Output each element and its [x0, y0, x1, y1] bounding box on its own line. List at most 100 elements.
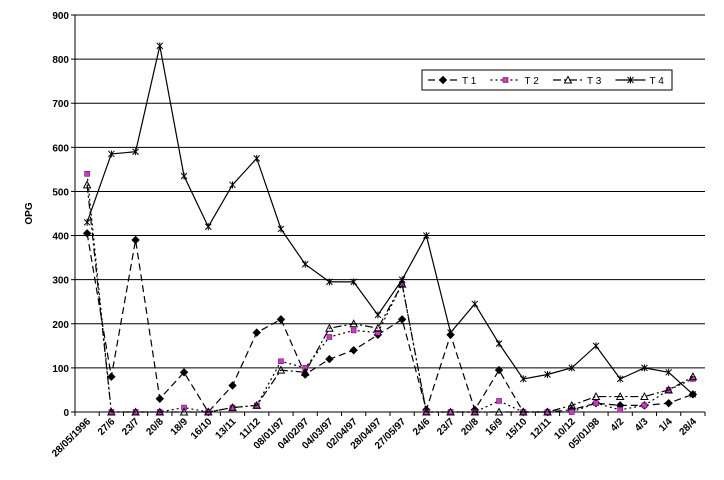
legend-marker — [502, 77, 509, 83]
data-point — [397, 315, 407, 324]
data-point — [446, 407, 455, 416]
data-point — [374, 311, 382, 319]
data-point — [422, 232, 430, 240]
data-point — [155, 407, 165, 416]
series-t3 — [82, 180, 698, 416]
data-point — [132, 148, 139, 156]
data-point — [155, 394, 165, 403]
legend-marker — [438, 75, 448, 85]
data-point — [373, 323, 383, 332]
data-point — [300, 367, 310, 376]
x-ticks: 28/05/1996 27/6 23/7 20/8 18/916/10 13/11 11/1… — [50, 412, 706, 460]
data-point — [470, 407, 480, 416]
data-point — [180, 172, 188, 180]
y-tick-label: 300 — [52, 276, 69, 287]
data-point — [615, 392, 625, 401]
y-tick-label: 500 — [52, 187, 69, 198]
x-tick-label: 15/10 — [504, 416, 530, 442]
x-tick-label: 28/4 — [677, 416, 699, 438]
data-point — [664, 385, 673, 394]
x-tick-label: 16/10 — [189, 416, 215, 442]
x-tick-label: 20/8 — [459, 416, 481, 438]
data-point — [203, 407, 213, 416]
data-point — [252, 328, 261, 337]
data-point — [179, 368, 189, 377]
data-point — [616, 375, 624, 383]
data-point — [350, 327, 357, 334]
data-point — [665, 368, 673, 376]
data-point — [326, 278, 333, 286]
x-tick-label: 4/3 — [633, 416, 651, 434]
data-point — [278, 358, 284, 365]
data-point — [591, 392, 601, 401]
data-point — [519, 375, 527, 383]
data-point — [82, 229, 92, 238]
data-point — [664, 398, 673, 408]
x-tick-label: 13/11 — [214, 416, 239, 441]
x-tick-label: 27/6 — [96, 416, 118, 438]
data-point — [228, 403, 237, 412]
data-point — [349, 319, 358, 328]
data-point — [397, 279, 407, 288]
data-point — [640, 392, 649, 401]
data-point — [156, 42, 164, 50]
x-tick-label: 16/9 — [484, 416, 506, 438]
y-tick-label: 800 — [52, 55, 69, 66]
data-point — [641, 402, 648, 409]
data-point — [592, 342, 600, 350]
x-tick-label: 18/9 — [169, 416, 191, 438]
series-line — [86, 45, 694, 395]
data-point — [543, 407, 552, 416]
x-tick-label: 24/6 — [411, 416, 433, 438]
legend-box — [421, 69, 673, 91]
data-point — [690, 376, 696, 382]
data-point — [107, 372, 116, 381]
data-point — [83, 218, 91, 226]
x-tick-label: 20/8 — [144, 416, 166, 438]
data-point — [326, 334, 333, 340]
x-tick-label: 23/7 — [435, 416, 457, 438]
x-tick-label: 4/2 — [609, 416, 627, 434]
data-point — [131, 235, 140, 245]
y-tick-label: 0 — [63, 408, 69, 419]
legend-label: T 1 — [462, 76, 477, 87]
data-point — [641, 364, 648, 372]
data-point — [568, 409, 575, 415]
data-point — [204, 223, 212, 231]
data-point — [617, 406, 623, 413]
data-point — [494, 365, 504, 375]
x-tick-label: 23/7 — [120, 416, 142, 438]
data-point — [276, 365, 286, 374]
data-point — [568, 364, 576, 372]
legend: T 1 T 2 T 3 T 4 — [421, 69, 673, 91]
data-point — [422, 407, 431, 416]
legend-marker — [563, 75, 573, 84]
data-point — [494, 407, 504, 416]
data-point — [689, 390, 697, 398]
data-point — [398, 276, 406, 284]
data-point — [471, 300, 479, 308]
data-point — [567, 400, 577, 409]
data-point — [107, 150, 115, 158]
data-point — [277, 225, 285, 233]
legend-label: T 4 — [650, 76, 665, 87]
data-point — [495, 340, 503, 348]
legend-label: T 3 — [587, 76, 602, 87]
y-tick-label: 700 — [52, 99, 69, 110]
data-point — [82, 180, 92, 189]
y-tick-label: 900 — [52, 11, 69, 22]
data-point — [544, 371, 551, 379]
series-line — [86, 233, 694, 413]
y-tick-label: 200 — [52, 320, 69, 331]
data-point — [688, 372, 698, 381]
data-point — [252, 400, 262, 409]
legend-label: T 2 — [525, 76, 540, 87]
series-t2 — [84, 171, 696, 415]
legend-marker — [627, 76, 634, 84]
data-point — [518, 407, 528, 416]
data-point — [593, 400, 599, 406]
x-tick-label: 1/4 — [657, 416, 675, 434]
data-point — [107, 407, 116, 416]
x-tick-label: 28/05/1996 — [50, 416, 93, 459]
